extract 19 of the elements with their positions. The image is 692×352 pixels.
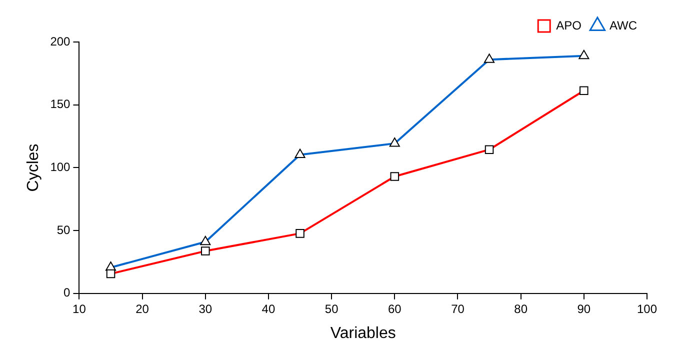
x-tick-label: 70 bbox=[451, 302, 465, 316]
x-tick-label: 50 bbox=[324, 302, 339, 316]
x-tick-label: 20 bbox=[136, 302, 150, 316]
x-tick-label: 90 bbox=[577, 302, 591, 316]
y-axis-title: Cycles bbox=[25, 144, 42, 192]
x-tick-label: 10 bbox=[72, 302, 86, 316]
y-tick-label: 100 bbox=[50, 160, 71, 174]
x-axis-title: Variables bbox=[330, 324, 396, 342]
x-tick-label: 60 bbox=[388, 302, 402, 316]
y-tick-label: 150 bbox=[50, 97, 71, 112]
x-tick-label: 40 bbox=[262, 302, 276, 316]
y-tick-label: 200 bbox=[50, 34, 71, 48]
x-tick-label: 30 bbox=[198, 302, 212, 316]
y-tick-label: 50 bbox=[56, 222, 71, 237]
y-tick-label: 0 bbox=[64, 286, 71, 300]
x-tick-label: 80 bbox=[514, 302, 528, 316]
x-tick-label: 100 bbox=[636, 302, 658, 316]
legend-label: AWC bbox=[609, 18, 638, 32]
legend-label: APO bbox=[556, 18, 582, 32]
